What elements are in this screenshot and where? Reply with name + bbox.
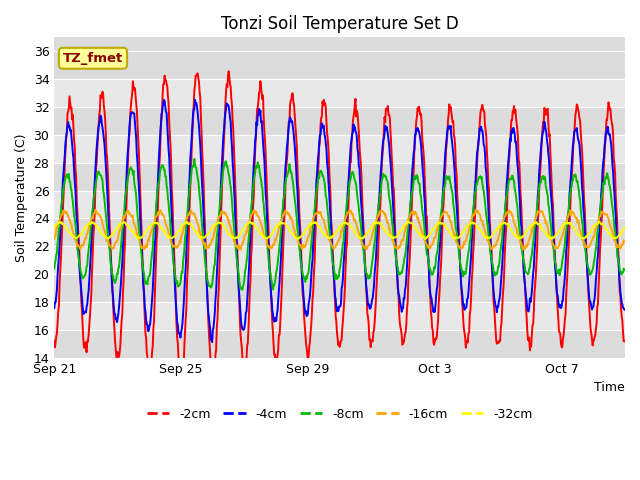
-4cm	[191, 97, 199, 103]
-2cm	[71, 144, 79, 149]
Bar	[54, 107, 625, 135]
-4cm	[375, 203, 383, 208]
Line: -4cm: -4cm	[54, 100, 625, 342]
-32cm	[621, 225, 628, 230]
Bar	[54, 79, 625, 107]
-16cm	[259, 228, 267, 233]
Bar	[54, 135, 625, 163]
-32cm	[404, 218, 412, 224]
-32cm	[184, 221, 192, 227]
-8cm	[512, 193, 520, 199]
Bar	[54, 246, 625, 274]
-16cm	[185, 212, 193, 218]
-4cm	[289, 128, 297, 134]
Line: -16cm: -16cm	[54, 210, 625, 250]
Bar	[54, 330, 625, 358]
-16cm	[375, 213, 383, 218]
-32cm	[548, 236, 556, 242]
-8cm	[259, 197, 267, 203]
-16cm	[51, 236, 58, 242]
Bar	[54, 218, 625, 246]
-32cm	[258, 232, 266, 238]
-2cm	[210, 380, 218, 386]
-32cm	[51, 225, 58, 230]
Line: -32cm: -32cm	[54, 221, 625, 239]
-32cm	[511, 233, 519, 239]
-16cm	[512, 225, 520, 231]
-2cm	[51, 338, 58, 344]
-2cm	[375, 235, 383, 241]
-8cm	[51, 266, 58, 272]
-8cm	[191, 156, 198, 162]
-2cm	[259, 93, 267, 98]
Line: -2cm: -2cm	[54, 71, 625, 383]
-4cm	[184, 206, 192, 212]
-16cm	[92, 207, 99, 213]
X-axis label: Time: Time	[595, 381, 625, 394]
-2cm	[184, 247, 192, 253]
-32cm	[374, 220, 381, 226]
-8cm	[621, 267, 628, 273]
Bar	[54, 191, 625, 218]
-2cm	[621, 338, 628, 344]
-8cm	[375, 201, 383, 207]
-4cm	[259, 139, 267, 145]
-32cm	[71, 235, 79, 240]
-8cm	[71, 216, 79, 222]
Y-axis label: Soil Temperature (C): Soil Temperature (C)	[15, 133, 28, 262]
-16cm	[237, 247, 244, 252]
-32cm	[288, 230, 296, 236]
Bar	[54, 163, 625, 191]
Bar	[54, 51, 625, 79]
-8cm	[238, 287, 246, 292]
-8cm	[184, 196, 192, 202]
Line: -8cm: -8cm	[54, 159, 625, 289]
-8cm	[289, 184, 297, 190]
-2cm	[225, 68, 232, 74]
-16cm	[621, 239, 628, 244]
-2cm	[512, 115, 520, 120]
-4cm	[71, 180, 79, 185]
-4cm	[51, 305, 58, 311]
-4cm	[621, 307, 628, 312]
Title: Tonzi Soil Temperature Set D: Tonzi Soil Temperature Set D	[221, 15, 458, 33]
Legend: -2cm, -4cm, -8cm, -16cm, -32cm: -2cm, -4cm, -8cm, -16cm, -32cm	[141, 403, 538, 425]
-4cm	[512, 139, 520, 144]
-4cm	[209, 339, 216, 345]
-16cm	[71, 236, 79, 242]
Bar	[54, 274, 625, 302]
-2cm	[289, 99, 297, 105]
-16cm	[289, 223, 297, 229]
Bar	[54, 302, 625, 330]
Text: TZ_fmet: TZ_fmet	[63, 52, 123, 65]
